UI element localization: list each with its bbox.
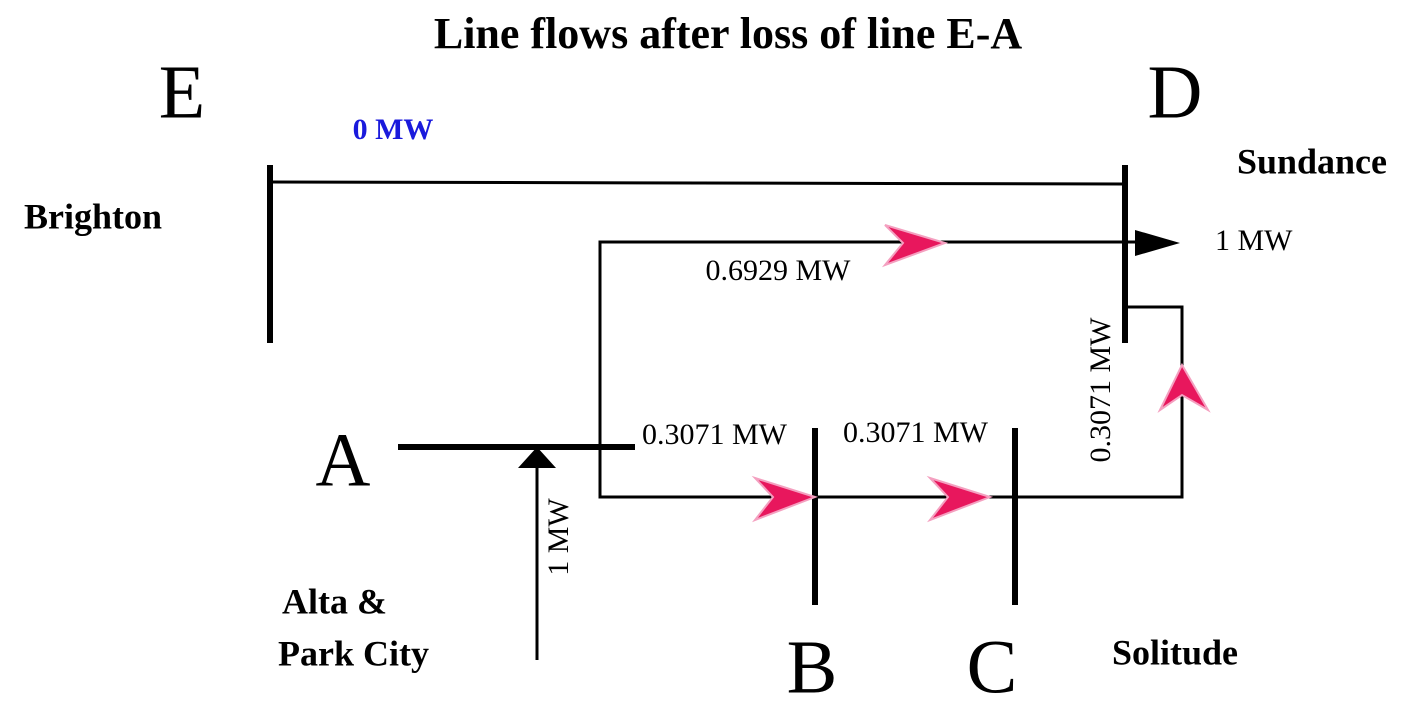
flow-arrow — [881, 224, 949, 268]
flow-label: 0.3071 MW — [1084, 317, 1117, 463]
flow-label: 0.3071 MW — [843, 416, 989, 449]
bus-letter: A — [316, 418, 371, 502]
load-arrow — [1135, 230, 1180, 256]
flow-arrow — [751, 475, 819, 523]
bus-letter: C — [967, 625, 1018, 702]
flow-label: 1 MW — [542, 498, 575, 576]
bus-name: Solitude — [1112, 632, 1238, 672]
flow-label: 1 MW — [1215, 224, 1293, 257]
bus-name: Sundance — [1237, 141, 1387, 181]
injection-arrow — [518, 447, 556, 468]
flow-label: 0.6929 MW — [706, 254, 852, 287]
flow-arrows — [751, 224, 1211, 523]
bus-name: Park City — [278, 633, 429, 673]
bus-name: Alta & — [282, 581, 387, 621]
bus-name: Brighton — [24, 196, 162, 236]
flow-label: 0 MW — [353, 113, 434, 146]
bus-letter: D — [1148, 50, 1203, 134]
line-e-d — [269, 180, 1126, 186]
flow-label: 0.3071 MW — [642, 418, 788, 451]
bus-letter: E — [159, 50, 205, 134]
bus-letter: B — [787, 625, 838, 702]
flow-arrow — [926, 475, 994, 523]
title: Line flows after loss of line E-A — [434, 9, 1022, 58]
flow-arrow — [1157, 362, 1211, 413]
line-a-d — [598, 240, 1135, 447]
line-a-b-c-d — [598, 305, 1184, 499]
